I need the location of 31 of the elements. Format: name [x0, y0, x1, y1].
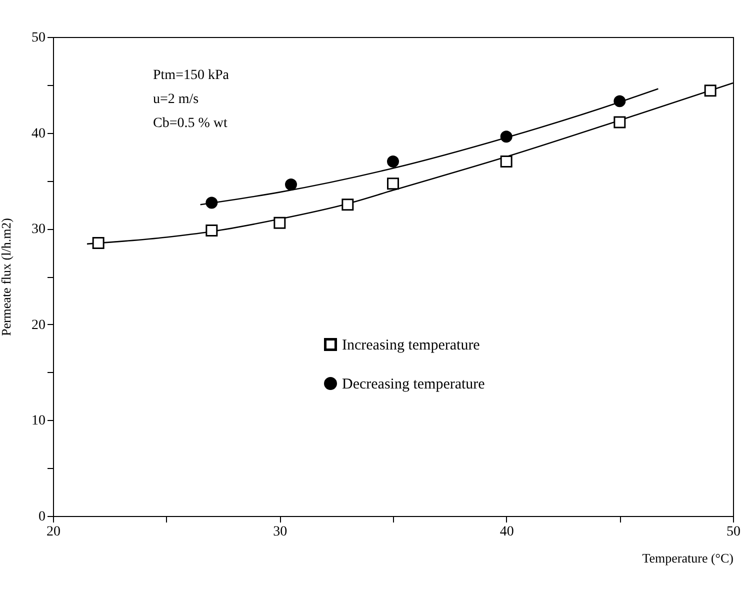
- legend-label: Decreasing temperature: [342, 376, 486, 392]
- x-tick-label: 50: [726, 524, 740, 540]
- point: [92, 236, 104, 249]
- point: [704, 84, 716, 97]
- point: [342, 198, 354, 211]
- annotation: Cb=0.5 % wt: [153, 116, 228, 131]
- y-tick-label: 10: [32, 414, 46, 429]
- point: [206, 224, 218, 237]
- annotation: u=2 m/s: [153, 92, 199, 107]
- x-tick-label: 30: [273, 524, 288, 540]
- x-axis-title: Temperature (°C): [642, 550, 734, 566]
- x-tick-label: 20: [46, 524, 60, 540]
- point: [285, 178, 297, 191]
- point: [500, 156, 512, 168]
- annotation: Ptm=150 kPa: [153, 68, 230, 83]
- y-tick-label: 20: [32, 318, 46, 333]
- point: [206, 196, 218, 209]
- y-tick-label: 30: [32, 222, 46, 238]
- x-tick-label: 40: [500, 524, 514, 540]
- legend-label: Increasing temperature: [342, 338, 480, 354]
- point: [387, 156, 399, 168]
- point: [614, 95, 626, 108]
- line-series: [200, 88, 659, 206]
- y-tick-label: 50: [32, 30, 46, 46]
- point: [500, 130, 512, 143]
- point: [274, 216, 286, 229]
- y-tick-label: 0: [38, 510, 46, 524]
- point: [614, 116, 626, 128]
- y-tick-label: 40: [32, 126, 46, 142]
- y-axis-title: Permeate flux (l/h.m2): [0, 218, 14, 336]
- point: [387, 178, 399, 190]
